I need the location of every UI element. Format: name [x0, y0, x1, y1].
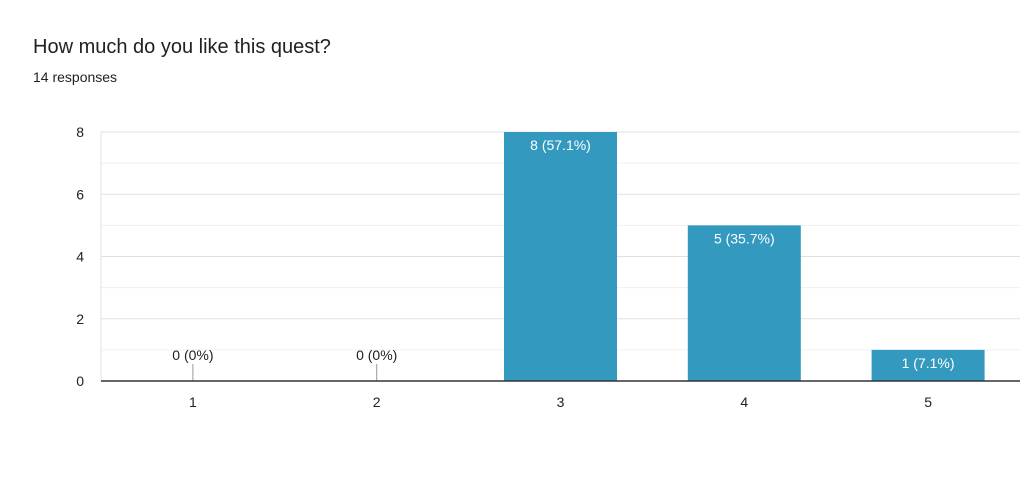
- data-label: 1 (7.1%): [902, 355, 955, 371]
- y-tick-label: 0: [76, 373, 84, 389]
- x-tick-label: 4: [740, 394, 748, 410]
- x-tick-label: 3: [557, 394, 565, 410]
- bar: [504, 132, 617, 381]
- x-tick-label: 2: [373, 394, 381, 410]
- y-tick-label: 4: [76, 249, 84, 265]
- x-tick-label: 1: [189, 394, 197, 410]
- y-tick-label: 6: [76, 186, 84, 202]
- data-label: 0 (0%): [172, 347, 213, 363]
- data-label: 5 (35.7%): [714, 230, 775, 246]
- y-tick-label: 2: [76, 311, 84, 327]
- bar: [687, 225, 801, 381]
- data-label: 0 (0%): [356, 347, 397, 363]
- x-tick-label: 5: [924, 394, 932, 410]
- chart-title: How much do you like this quest?: [33, 36, 331, 58]
- bar: [871, 349, 985, 381]
- response-count: 14 responses: [33, 69, 118, 85]
- y-tick-label: 8: [76, 124, 84, 140]
- data-label: 8 (57.1%): [530, 137, 591, 153]
